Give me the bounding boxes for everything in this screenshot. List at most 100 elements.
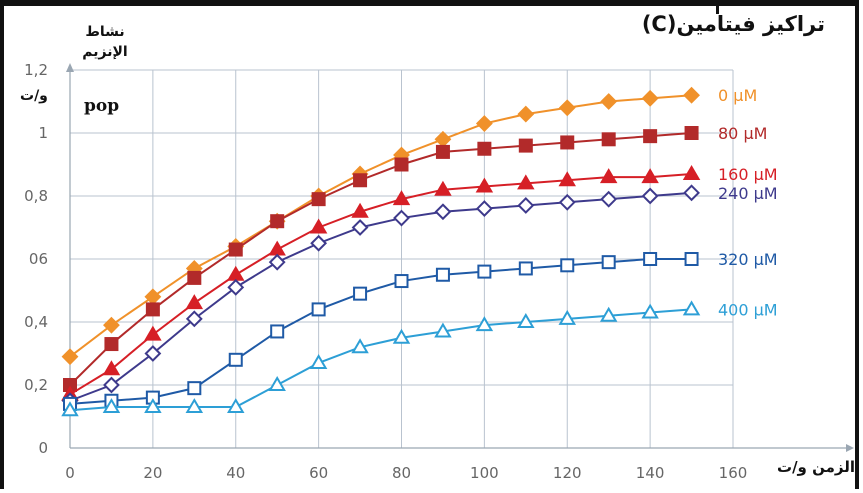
data-point [641, 303, 659, 319]
data-point [393, 209, 410, 227]
data-point [517, 174, 535, 190]
data-point [394, 157, 409, 172]
data-point [600, 190, 618, 208]
y-axis-extra-label: pop [84, 96, 120, 116]
data-point [185, 294, 204, 310]
x-tick-label: 160 [719, 464, 748, 482]
x-tick-label: 140 [636, 464, 665, 482]
series-label: 80 µM [718, 124, 767, 143]
data-point [475, 115, 493, 132]
data-point [227, 278, 245, 296]
y-tick-label: 0 [38, 439, 48, 457]
data-point [270, 214, 285, 229]
data-point [268, 253, 286, 271]
data-point [435, 144, 450, 159]
y-tick-label: 1 [38, 124, 48, 142]
data-point [475, 177, 494, 193]
x-tick-label: 40 [226, 464, 245, 482]
data-point [560, 135, 575, 150]
data-point [102, 360, 121, 376]
frame-top-mark [716, 0, 719, 14]
x-axis-arrow [846, 444, 854, 452]
data-point [558, 309, 576, 325]
chart-title: تراكيز فيتامين(C) [641, 12, 825, 36]
data-point [102, 398, 121, 414]
data-point [600, 93, 618, 110]
data-point [351, 219, 369, 236]
data-point [351, 202, 369, 218]
data-point [641, 168, 659, 184]
data-point [392, 328, 411, 344]
series-line [69, 191, 692, 402]
data-point [228, 242, 243, 257]
x-tick-label: 60 [309, 464, 328, 482]
data-point [518, 138, 533, 153]
data-point [311, 302, 326, 317]
data-point [185, 398, 204, 414]
y-axis-label-line-2: الإنزيم [82, 44, 128, 61]
data-point [477, 141, 492, 156]
data-point [268, 376, 286, 391]
data-point [560, 258, 575, 273]
y-axis-arrow [66, 63, 74, 72]
series-label: 400 µM [718, 300, 778, 319]
y-tick-label: 1,2 [24, 61, 48, 79]
data-point [144, 345, 162, 362]
data-point [185, 310, 203, 328]
data-point [601, 132, 616, 147]
data-point [683, 184, 700, 202]
data-point [558, 171, 576, 187]
data-point [103, 376, 120, 394]
data-point [434, 180, 452, 196]
data-point [683, 86, 700, 104]
series-line [69, 258, 692, 405]
series-line [69, 94, 692, 358]
series-line [69, 172, 692, 396]
y-tick-label: 0,2 [24, 376, 48, 394]
data-point [228, 352, 243, 367]
data-point [599, 168, 618, 184]
data-point [61, 348, 79, 366]
data-point [558, 99, 576, 117]
data-point [518, 261, 533, 276]
data-point [144, 325, 162, 341]
y-tick-label: 0,4 [24, 313, 48, 331]
data-point [517, 197, 535, 214]
x-tick-label: 100 [470, 464, 499, 482]
y-axis-label: نشاط الإنزيم [60, 22, 150, 63]
data-point [310, 234, 328, 252]
data-point [684, 126, 699, 140]
data-point [435, 267, 450, 282]
data-point [145, 302, 160, 317]
series-label: 320 µM [718, 250, 778, 269]
data-point [353, 286, 368, 301]
data-point [309, 218, 328, 234]
data-point [601, 255, 616, 270]
data-point [477, 264, 492, 279]
series-label: 0 µM [718, 86, 757, 105]
series-label: 240 µM [718, 184, 778, 203]
data-point [475, 316, 494, 332]
data-point [353, 173, 368, 188]
data-point [517, 313, 535, 328]
data-point [104, 337, 119, 352]
data-point [682, 164, 701, 180]
data-point [558, 193, 576, 211]
data-point [643, 252, 658, 266]
data-point [682, 300, 701, 316]
data-point [394, 274, 409, 289]
data-point [599, 306, 618, 322]
data-point [517, 105, 535, 123]
x-tick-label: 0 [65, 464, 75, 482]
data-point [144, 288, 162, 306]
data-point [641, 187, 659, 205]
data-point [434, 322, 452, 338]
data-point [61, 401, 79, 417]
data-point [684, 252, 699, 266]
data-point [227, 265, 245, 281]
data-point [643, 129, 658, 144]
data-point [103, 316, 120, 334]
x-tick-label: 80 [392, 464, 411, 482]
